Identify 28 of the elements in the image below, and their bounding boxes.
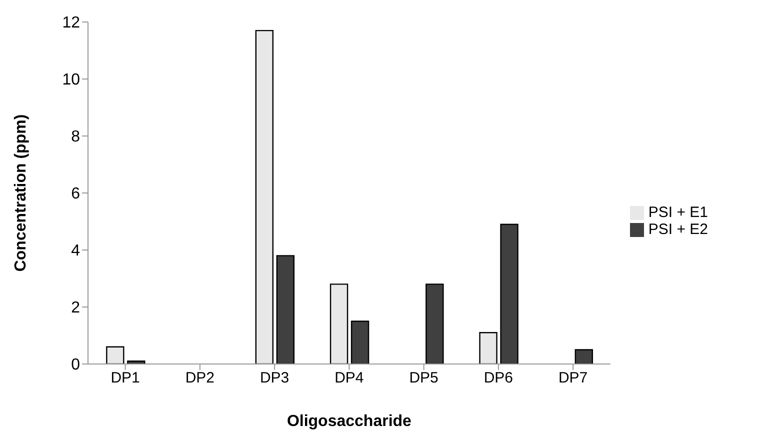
y-tick-label: 2 (71, 300, 80, 317)
bar (127, 360, 146, 364)
bar (276, 255, 295, 364)
y-tick-label: 12 (62, 14, 80, 32)
bar (426, 284, 444, 364)
x-tick-label: DP2 (185, 370, 215, 387)
bar (479, 332, 498, 364)
y-tick-label: 6 (71, 186, 80, 203)
x-axis-title: Oligosaccharide (286, 413, 412, 430)
x-tick-label: DP6 (484, 370, 514, 387)
y-axis-title: Concentration (ppm) (12, 114, 30, 272)
bar (500, 224, 518, 364)
x-tick-label: DP1 (110, 370, 140, 387)
legend-label: PSI + E1 (648, 204, 708, 221)
legend-label: PSI + E2 (648, 221, 708, 238)
y-tick-label: 0 (71, 356, 80, 374)
x-tick-label: DP4 (334, 370, 364, 387)
x-tick-label: DP3 (260, 370, 290, 387)
y-tick-label: 4 (71, 242, 80, 260)
x-tick-label: DP7 (558, 370, 588, 387)
x-tick-label: DP5 (409, 370, 438, 387)
y-tick-label: 10 (62, 72, 80, 89)
y-tick-label: 8 (71, 128, 80, 146)
bar (574, 349, 594, 364)
bar (350, 320, 370, 364)
bar (255, 30, 274, 364)
bar (106, 346, 124, 364)
bar (330, 284, 348, 364)
